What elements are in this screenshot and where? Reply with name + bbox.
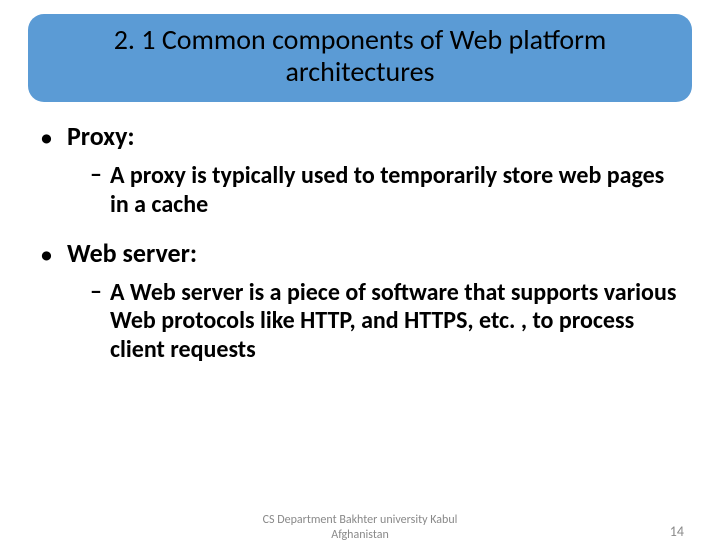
bullet-level1: • Proxy: — [40, 120, 680, 152]
slide-content: • Proxy: – A proxy is typically used to … — [0, 102, 720, 364]
slide-footer: CS Department Bakhter university Kabul A… — [0, 513, 720, 542]
bullet-level2: – A Web server is a piece of software th… — [90, 279, 680, 364]
bullet-level1: • Web server: — [40, 237, 680, 269]
bullet-text: Web server: — [67, 237, 197, 269]
bullet-text: Proxy: — [67, 120, 135, 152]
bullet-marker: • — [40, 124, 53, 150]
bullet-marker: – — [90, 162, 102, 188]
bullet-text: A proxy is typically used to temporarily… — [110, 162, 680, 219]
footer-center-text: CS Department Bakhter university Kabul A… — [263, 513, 458, 542]
bullet-text: A Web server is a piece of software that… — [110, 279, 680, 364]
page-number: 14 — [670, 523, 684, 540]
bullet-marker: • — [40, 241, 53, 267]
footer-line1: CS Department Bakhter university Kabul — [263, 513, 458, 527]
slide-title-box: 2. 1 Common components of Web platform a… — [28, 14, 692, 102]
bullet-marker: – — [90, 279, 102, 305]
bullet-level2: – A proxy is typically used to temporari… — [90, 162, 680, 219]
slide-title: 2. 1 Common components of Web platform a… — [48, 24, 672, 88]
